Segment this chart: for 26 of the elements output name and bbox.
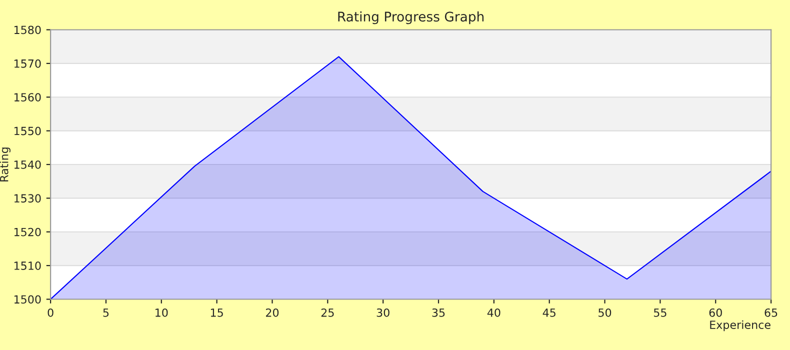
y-tick-label: 1510 bbox=[14, 262, 41, 270]
x-tick-label: 50 bbox=[598, 308, 612, 317]
x-tick-label: 65 bbox=[764, 308, 778, 317]
y-tick-label: 1560 bbox=[14, 93, 41, 102]
y-tick-label: 1520 bbox=[14, 228, 41, 236]
x-tick-label: 40 bbox=[487, 308, 500, 317]
y-tick-label: 1570 bbox=[14, 59, 41, 68]
y-tick-label: 1530 bbox=[14, 194, 41, 203]
x-tick-label: 10 bbox=[156, 308, 168, 317]
chart-title: Rating Progress Graph bbox=[338, 11, 484, 24]
x-tick-label: 55 bbox=[654, 308, 666, 317]
x-tick-label: 5 bbox=[103, 308, 109, 317]
x-tick-label: 45 bbox=[542, 308, 556, 317]
y-axis-title: Rating bbox=[0, 148, 10, 182]
x-tick-label: 30 bbox=[376, 308, 390, 317]
x-axis-title: Experience bbox=[710, 320, 770, 332]
x-tick-label: 60 bbox=[709, 308, 722, 317]
x-tick-label: 25 bbox=[321, 308, 334, 317]
y-tick-label: 1550 bbox=[14, 126, 41, 136]
y-tick-label: 1500 bbox=[14, 295, 41, 304]
x-tick-label: 35 bbox=[432, 308, 445, 317]
y-tick-label: 1540 bbox=[14, 160, 41, 169]
y-tick-label: 1580 bbox=[14, 26, 41, 34]
x-tick-label: 20 bbox=[266, 308, 279, 317]
x-tick-label: 0 bbox=[48, 308, 54, 317]
x-tick-label: 15 bbox=[210, 308, 223, 317]
